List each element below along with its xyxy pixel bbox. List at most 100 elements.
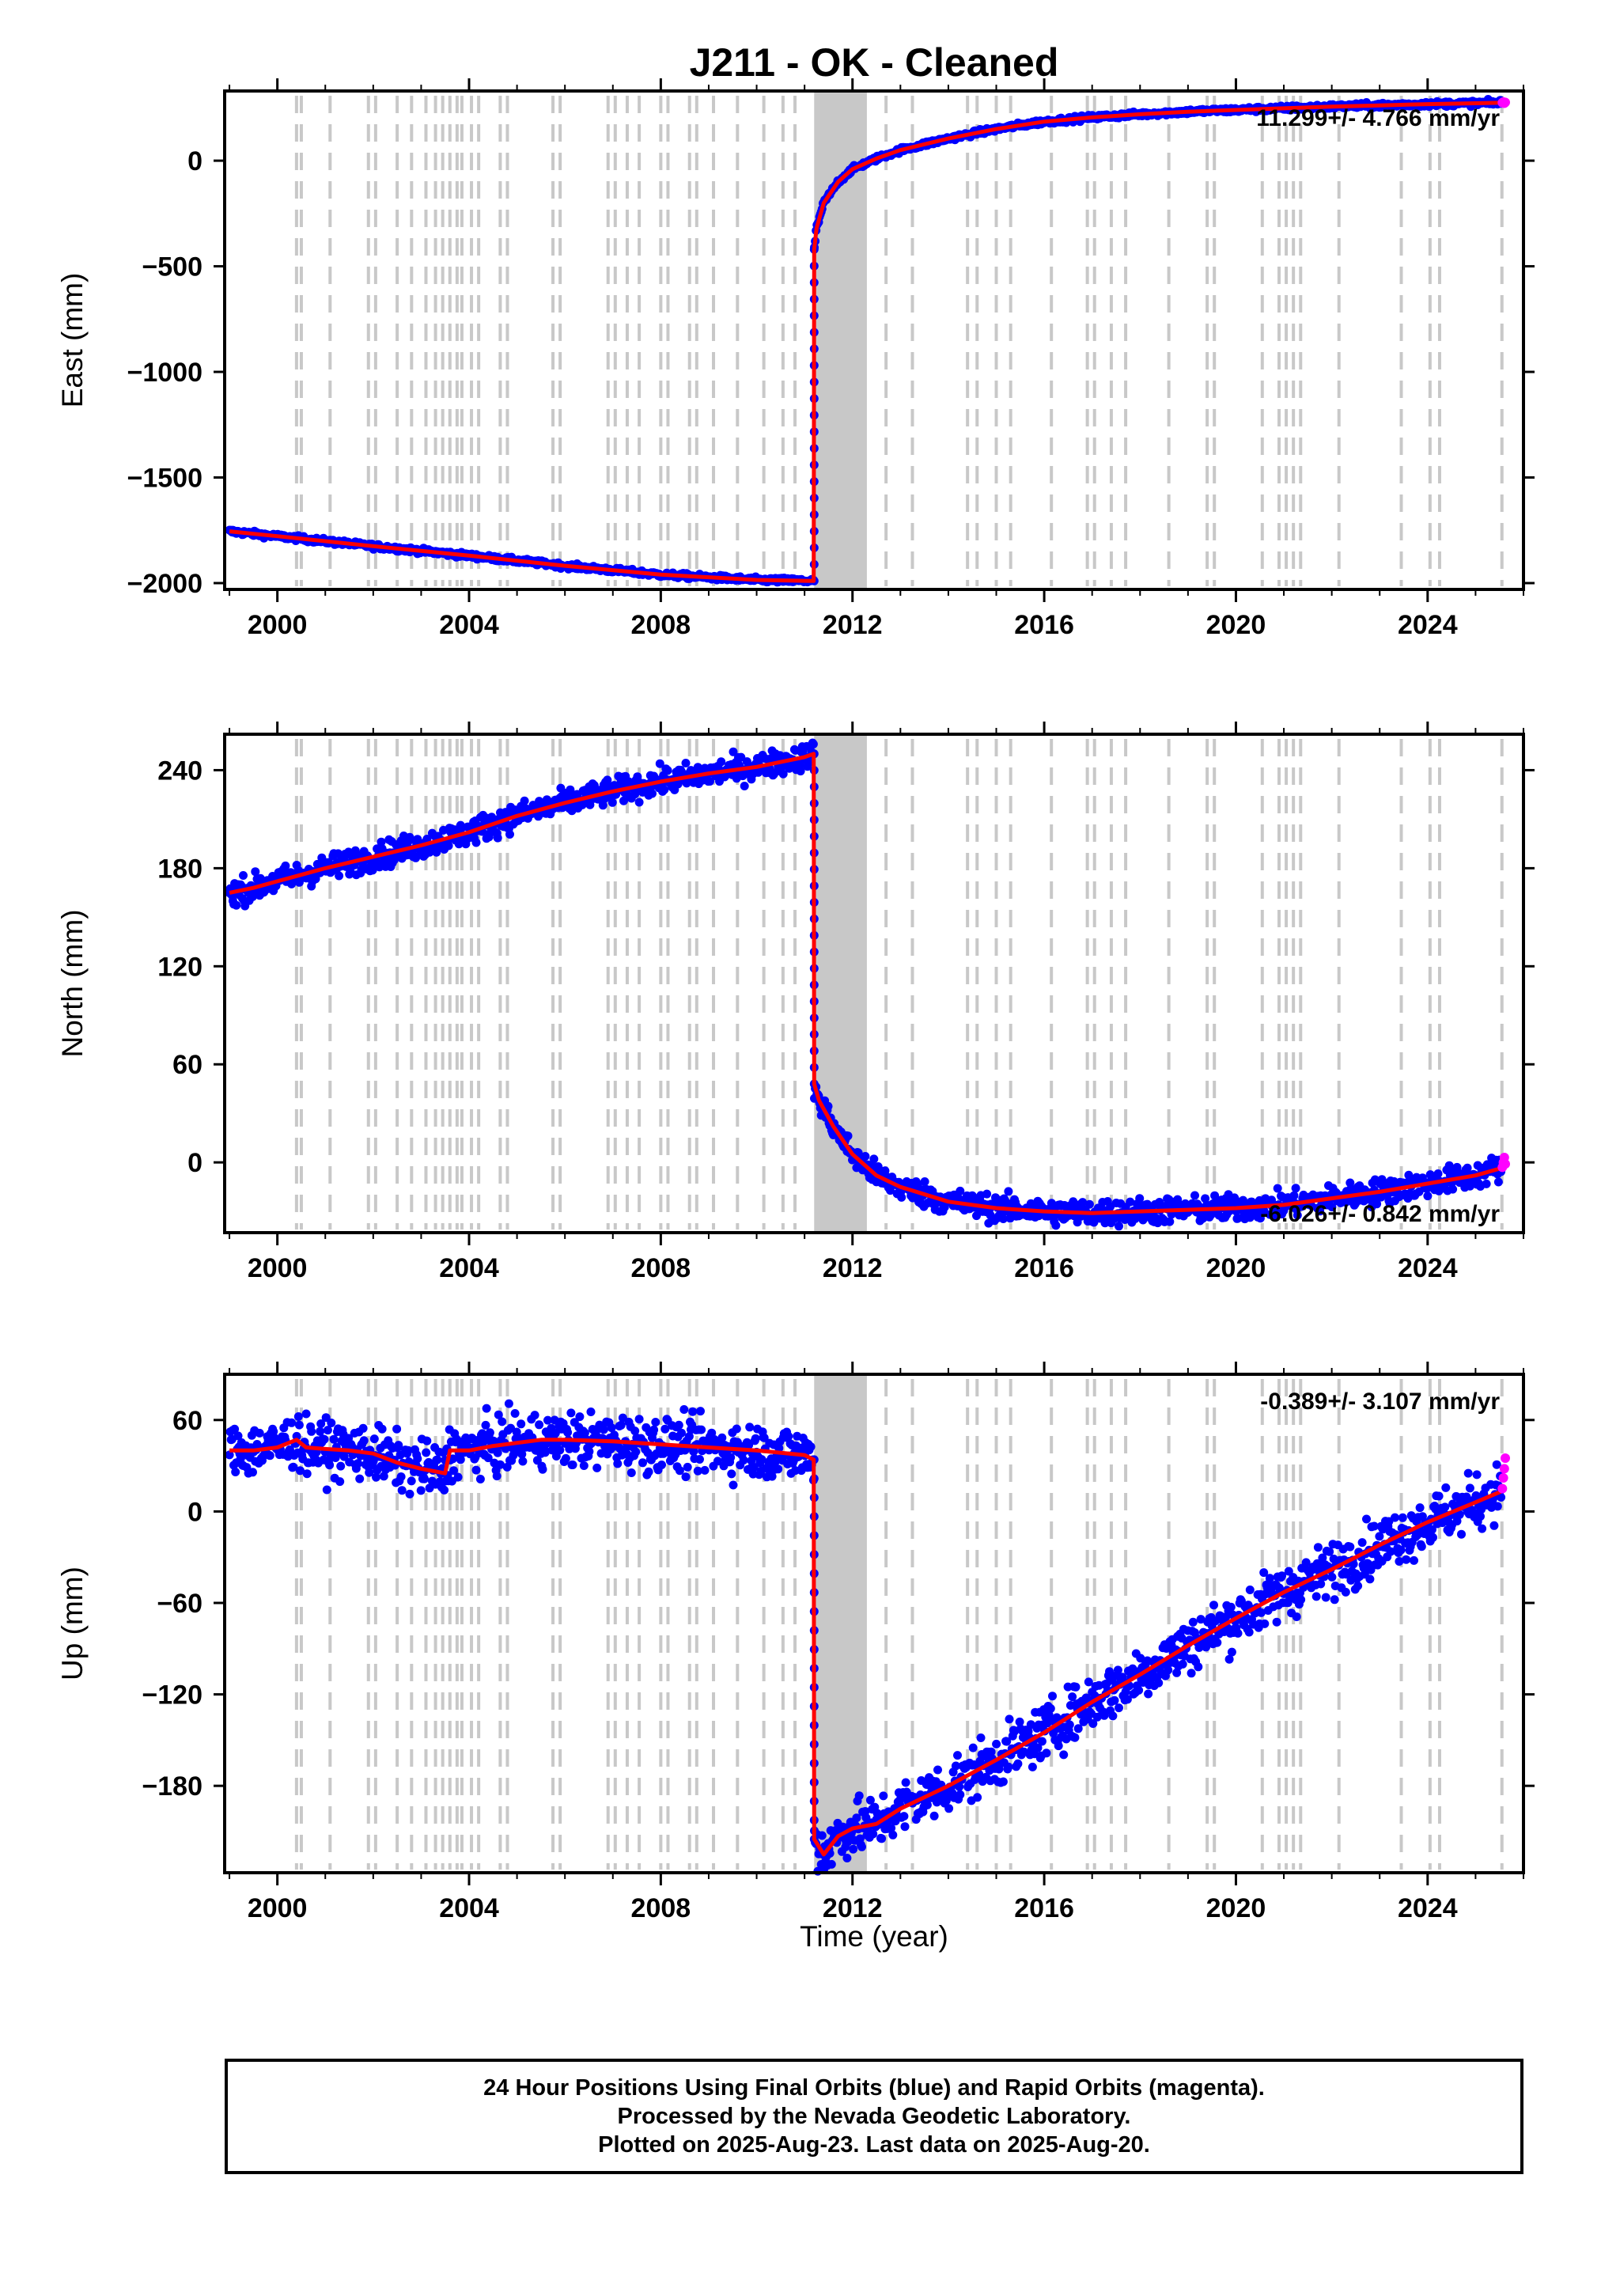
final-orbit-point — [649, 1425, 659, 1434]
final-orbit-point — [899, 1812, 909, 1821]
final-orbit-point — [1068, 1692, 1077, 1702]
final-orbit-point — [336, 1461, 346, 1471]
final-orbit-point — [900, 1822, 910, 1832]
final-orbit-point — [1402, 1555, 1411, 1564]
final-orbit-point — [1226, 1602, 1236, 1612]
final-orbit-point — [1108, 1711, 1118, 1721]
final-orbit-point — [751, 1434, 760, 1443]
final-orbit-point — [354, 1459, 363, 1468]
y-tick-label: 60 — [172, 1406, 202, 1436]
final-orbit-point — [1135, 1194, 1145, 1203]
rapid-orbit-point — [1501, 1453, 1510, 1463]
final-orbit-point — [729, 747, 738, 756]
final-orbit-point — [998, 1777, 1008, 1786]
final-orbit-point — [293, 1412, 303, 1421]
final-orbit-point — [1353, 1582, 1363, 1590]
final-orbit-point — [1078, 1198, 1088, 1207]
final-orbit-point — [657, 1461, 666, 1469]
final-orbit-point — [729, 1480, 738, 1490]
final-orbit-point — [392, 1424, 402, 1434]
y-tick-label: 60 — [172, 1050, 202, 1080]
y-tick-label: 0 — [187, 146, 202, 176]
x-tick-label: 2016 — [1014, 610, 1074, 640]
final-orbit-point — [517, 1419, 526, 1429]
final-orbit-point — [607, 798, 617, 807]
final-orbit-point — [1289, 1191, 1299, 1200]
final-orbit-point — [1042, 1749, 1051, 1758]
final-orbit-point — [644, 1467, 653, 1476]
final-orbit-point — [396, 1472, 406, 1481]
final-orbit-point — [335, 1477, 345, 1487]
rate-label: -6.026+/- 0.842 mm/yr — [1260, 1201, 1500, 1227]
final-orbit-point — [586, 1408, 596, 1416]
x-tick-label: 2012 — [823, 610, 883, 640]
y-axis-title: East (mm) — [56, 273, 89, 408]
final-orbit-point — [520, 796, 529, 805]
final-orbit-point — [1493, 1502, 1502, 1511]
y-tick-label: −2000 — [127, 569, 203, 599]
final-orbit-point — [1365, 1574, 1375, 1584]
final-orbit-point — [1165, 1217, 1175, 1226]
final-orbit-point — [1270, 1212, 1280, 1222]
final-orbit-point — [444, 841, 453, 851]
final-orbit-point — [1391, 1513, 1399, 1522]
final-orbit-point — [901, 1778, 910, 1787]
final-orbit-point — [358, 1423, 368, 1433]
y-tick-label: 240 — [157, 756, 202, 786]
final-orbit-point — [255, 1428, 264, 1438]
final-orbit-point — [660, 785, 669, 794]
final-orbit-point — [1273, 1184, 1282, 1193]
final-orbit-point — [377, 1424, 387, 1434]
final-orbit-point — [231, 1468, 240, 1476]
y-tick-label: −180 — [142, 1771, 202, 1802]
final-orbit-point — [335, 871, 344, 881]
final-orbit-point — [706, 777, 714, 786]
final-orbit-point — [616, 1420, 626, 1430]
final-orbit-point — [998, 1214, 1008, 1223]
x-axis-title: Time (year) — [800, 1920, 948, 1953]
final-orbit-point — [487, 813, 497, 822]
final-orbit-point — [879, 1791, 888, 1801]
x-tick-label: 2024 — [1398, 1253, 1458, 1283]
rapid-orbits-series — [1497, 97, 1510, 108]
final-orbit-point — [504, 1399, 513, 1408]
final-orbit-point — [1429, 1533, 1437, 1542]
final-orbit-point — [681, 759, 691, 767]
final-orbit-point — [869, 1154, 879, 1164]
caption-line-1: 24 Hour Positions Using Final Orbits (bl… — [483, 2075, 1265, 2101]
final-orbit-point — [1433, 1169, 1443, 1178]
y-tick-label: −1000 — [127, 358, 203, 388]
final-orbit-point — [422, 1448, 431, 1457]
final-orbit-point — [1244, 1627, 1254, 1637]
final-orbit-point — [727, 1469, 736, 1479]
final-orbit-point — [929, 1811, 939, 1821]
final-orbit-point — [679, 1405, 689, 1414]
final-orbit-point — [843, 1131, 853, 1141]
y-tick-label: −500 — [142, 252, 202, 282]
final-orbit-point — [1065, 1720, 1074, 1730]
final-orbit-point — [1059, 1750, 1069, 1760]
final-orbit-point — [677, 1428, 686, 1438]
final-orbit-point — [1213, 1638, 1222, 1647]
final-orbit-point — [696, 1407, 705, 1416]
final-orbit-point — [697, 1425, 706, 1434]
final-orbit-point — [897, 1192, 906, 1202]
final-orbit-point — [1188, 1617, 1198, 1627]
final-orbit-point — [301, 1409, 311, 1419]
final-orbit-point — [1493, 1177, 1503, 1187]
x-tick-label: 2020 — [1206, 610, 1266, 640]
final-orbit-point — [739, 1456, 748, 1464]
x-tick-label: 2008 — [631, 610, 691, 640]
final-orbit-point — [1291, 1184, 1300, 1193]
final-orbit-point — [369, 1434, 379, 1444]
final-orbit-point — [563, 1428, 573, 1437]
final-orbit-point — [453, 1472, 463, 1482]
final-orbit-point — [1489, 1521, 1499, 1530]
final-orbit-point — [530, 1411, 539, 1420]
final-orbit-point — [281, 861, 290, 870]
final-orbit-point — [302, 1469, 312, 1479]
model-line — [229, 1438, 1505, 1857]
final-orbit-point — [992, 1739, 1001, 1749]
x-tick-label: 2016 — [1014, 1253, 1074, 1283]
